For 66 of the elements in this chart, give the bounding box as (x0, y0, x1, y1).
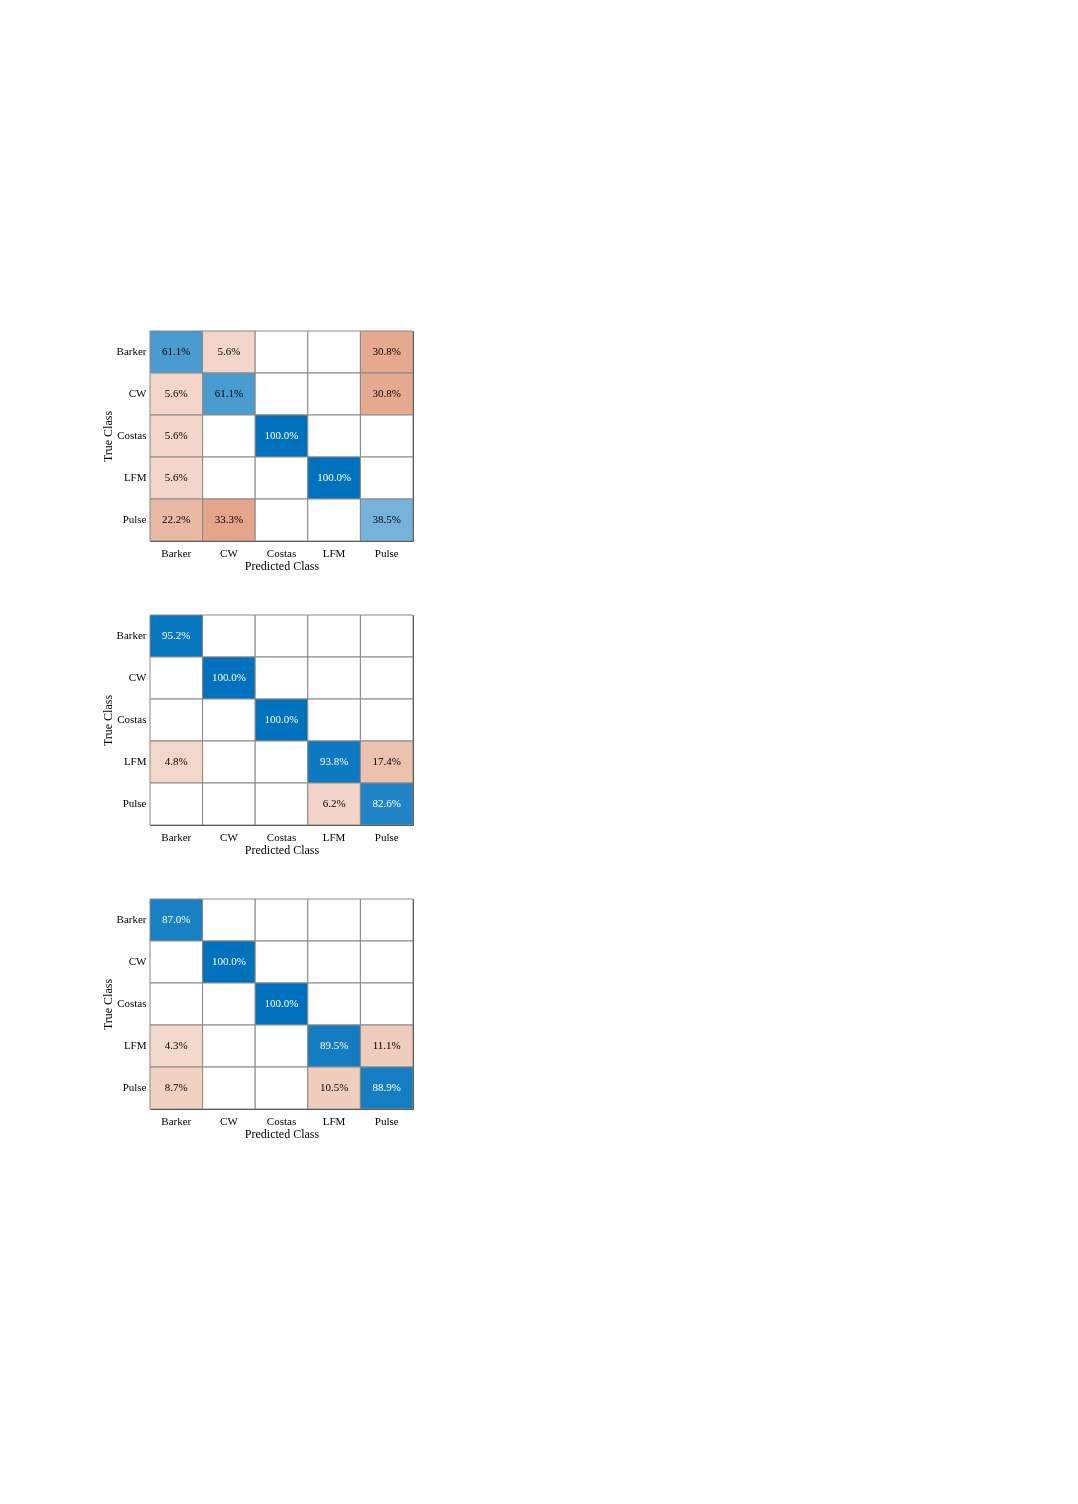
data-label: 61.1% (214, 387, 244, 399)
data-label: 6.2% (322, 797, 346, 809)
x-axis-title: Predicted Class (244, 842, 320, 857)
data-label: 4.3% (164, 1039, 188, 1051)
x-tick-label: Pulse (374, 830, 399, 843)
x-tick-label: Barker (161, 1114, 192, 1127)
data-label: 38.5% (372, 513, 401, 525)
data-label: 8.7% (164, 1081, 188, 1093)
data-label: 93.8% (319, 755, 349, 767)
y-tick-label: Barker (116, 913, 147, 925)
y-tick-label: LFM (123, 471, 147, 483)
data-label: 100.0% (317, 471, 352, 483)
x-axis-title: Predicted Class (244, 558, 320, 573)
y-tick-label: CW (128, 671, 148, 683)
y-tick-label: Costas (117, 997, 147, 1009)
y-tick-label: Pulse (122, 797, 147, 809)
x-tick-label: Costas (266, 546, 297, 559)
data-label: 89.5% (319, 1039, 349, 1051)
data-label: 30.8% (372, 345, 401, 357)
y-tick-label: LFM (123, 1039, 147, 1051)
y-tick-label: LFM (123, 755, 147, 767)
data-label: 5.6% (164, 387, 188, 399)
y-tick-label: Pulse (122, 1081, 147, 1093)
data-label: 5.6% (164, 471, 188, 483)
y-tick-label: Costas (117, 429, 147, 441)
data-label: 61.1% (162, 345, 191, 357)
data-label: 100.0% (264, 713, 299, 725)
data-label: 95.2% (162, 629, 191, 641)
x-tick-label: Pulse (374, 546, 399, 559)
data-label: 22.2% (162, 513, 191, 525)
data-label: 5.6% (217, 345, 241, 357)
x-tick-label: Barker (161, 546, 192, 559)
y-axis-title: True Class (100, 978, 115, 1031)
x-axis-title: Predicted Class (244, 1126, 320, 1141)
x-tick-label: Pulse (374, 1114, 399, 1127)
data-label: 5.6% (164, 429, 188, 441)
x-tick-label: LFM (322, 1114, 346, 1127)
y-tick-label: CW (128, 955, 148, 967)
data-label: 87.0% (162, 913, 191, 925)
data-label: 4.8% (164, 755, 188, 767)
x-tick-label: Costas (266, 830, 297, 843)
y-tick-label: Costas (117, 713, 147, 725)
data-label: 30.8% (372, 387, 401, 399)
y-tick-label: CW (128, 387, 148, 399)
data-label: 100.0% (211, 671, 246, 683)
x-tick-label: LFM (322, 830, 346, 843)
data-label: 100.0% (211, 955, 246, 967)
x-tick-label: CW (220, 1114, 239, 1127)
y-axis-title: True Class (100, 694, 115, 747)
data-label: 82.6% (372, 797, 401, 809)
x-tick-label: CW (220, 830, 239, 843)
data-label: 11.1% (372, 1039, 401, 1051)
y-tick-label: Barker (116, 345, 147, 357)
x-tick-label: LFM (322, 546, 346, 559)
data-label: 88.9% (372, 1081, 401, 1093)
x-tick-label: Barker (161, 830, 192, 843)
data-label: 17.4% (372, 755, 401, 767)
y-tick-label: Barker (116, 629, 147, 641)
y-tick-label: Pulse (122, 513, 147, 525)
y-axis-title: True Class (100, 410, 115, 463)
x-tick-label: Costas (266, 1114, 297, 1127)
data-label: 100.0% (264, 429, 299, 441)
data-label: 33.3% (214, 513, 244, 525)
x-tick-label: CW (220, 546, 239, 559)
data-label: 100.0% (264, 997, 299, 1009)
data-label: 10.5% (319, 1081, 349, 1093)
